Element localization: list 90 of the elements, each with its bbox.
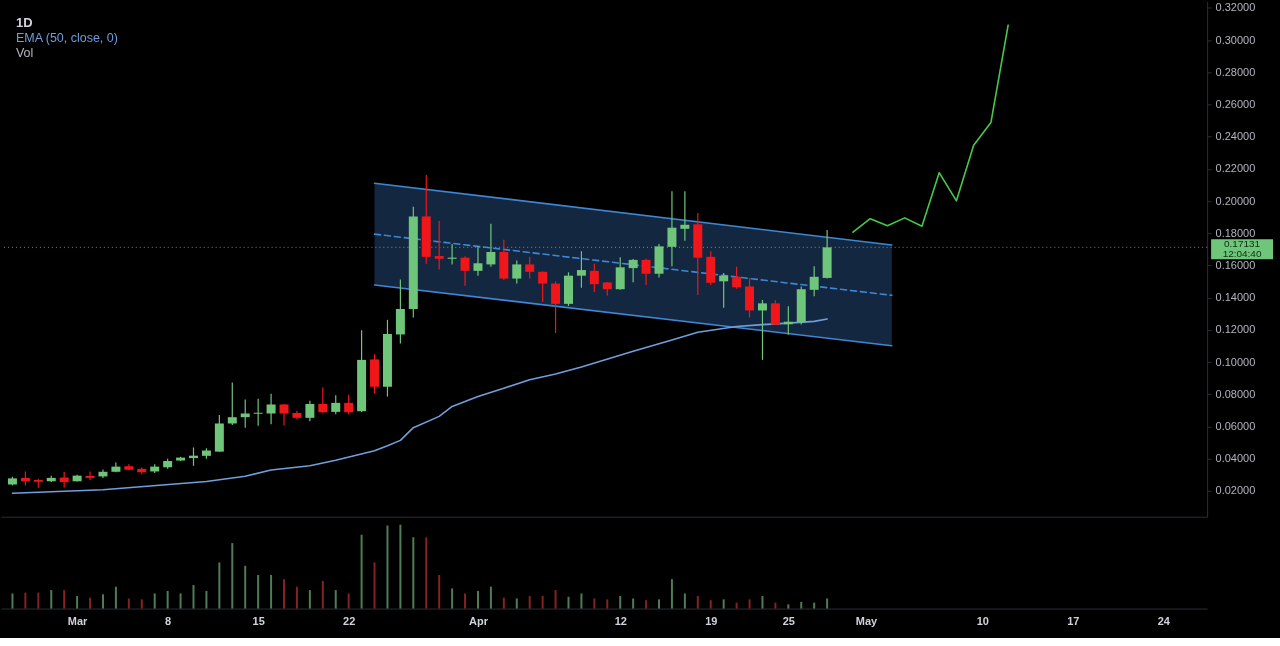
bar <box>373 562 376 609</box>
bar <box>502 597 505 609</box>
x-tick-label: 24 <box>1157 615 1171 628</box>
y-tick-label: 0.24000 <box>1215 130 1256 143</box>
candlestick <box>499 239 509 281</box>
y-tick-label: 0.32000 <box>1215 1 1256 14</box>
bar <box>748 599 751 609</box>
x-tick-label: 8 <box>165 615 172 628</box>
y-tick-label: 0.06000 <box>1215 420 1256 433</box>
bar <box>179 593 182 609</box>
bar <box>140 599 143 609</box>
bar <box>63 590 66 609</box>
bar <box>696 595 699 609</box>
text: 12:04:40 <box>1222 248 1262 260</box>
candlestick <box>576 250 586 289</box>
bar <box>632 598 635 609</box>
bar <box>308 590 311 609</box>
bar <box>24 592 27 609</box>
bar <box>722 599 725 609</box>
candlestick <box>538 270 548 303</box>
bar <box>283 579 286 609</box>
bar <box>489 586 492 609</box>
bar <box>826 598 829 609</box>
text: 1D <box>15 15 33 31</box>
x-tick-label: 19 <box>705 615 718 628</box>
x-tick-label: 17 <box>1067 615 1080 628</box>
bar <box>399 524 402 609</box>
bar <box>89 597 92 609</box>
candlestick <box>512 259 522 285</box>
bar <box>813 602 816 609</box>
y-tick-label: 0.04000 <box>1215 452 1256 465</box>
bar <box>735 602 738 609</box>
x-tick-label: Mar <box>67 615 89 628</box>
x-tick-label: 22 <box>343 615 356 628</box>
bar <box>709 600 712 609</box>
bar <box>166 590 169 609</box>
bar <box>270 575 273 609</box>
x-tick-label: 12 <box>614 615 627 628</box>
bar <box>593 598 596 609</box>
y-tick-label: 0.10000 <box>1215 355 1256 368</box>
bar <box>515 598 518 609</box>
y-tick-label: 0.12000 <box>1215 323 1256 336</box>
bar <box>50 590 53 609</box>
x-tick-label: 15 <box>252 615 265 628</box>
bar <box>619 595 622 609</box>
bar <box>606 599 609 609</box>
y-tick-label: 0.18000 <box>1215 226 1256 239</box>
y-tick-label: 0.14000 <box>1215 291 1256 304</box>
candlestick <box>434 220 444 271</box>
bar <box>244 565 247 609</box>
y-tick-label: 0.26000 <box>1215 98 1256 111</box>
y-tick-label: 0.08000 <box>1215 387 1256 400</box>
x-tick-label: May <box>855 615 878 628</box>
bar <box>386 525 389 609</box>
y-tick-label: 0.30000 <box>1215 33 1256 46</box>
candlestick <box>370 353 380 395</box>
x-tick-label: 25 <box>782 615 795 628</box>
candlestick <box>240 398 250 429</box>
y-tick-label: 0.28000 <box>1215 65 1256 78</box>
bar <box>412 537 415 609</box>
bar <box>761 595 764 609</box>
candlestick <box>214 414 224 453</box>
bar <box>192 585 195 609</box>
bar <box>360 534 363 609</box>
bar <box>528 595 531 609</box>
bar <box>76 595 79 609</box>
bar <box>425 537 428 609</box>
text: EMA (50, close, 0) <box>15 31 118 46</box>
bar <box>37 592 40 609</box>
x-tick-label: Apr <box>469 615 489 628</box>
y-tick-label: 0.02000 <box>1215 484 1256 497</box>
bar <box>476 590 479 609</box>
bar <box>541 595 544 609</box>
bar <box>295 586 298 609</box>
y-tick-label: 0.22000 <box>1215 162 1256 175</box>
bar <box>205 590 208 609</box>
y-tick-label: 0.20000 <box>1215 194 1256 207</box>
chart-title: Vol <box>15 46 34 61</box>
candlestick <box>525 256 535 280</box>
bar <box>580 593 583 609</box>
bar <box>153 593 156 609</box>
x-tick-label: 10 <box>976 615 989 628</box>
line-series <box>852 24 1009 234</box>
candlestick <box>693 212 703 296</box>
candlestick <box>421 174 431 265</box>
bar <box>257 575 260 609</box>
y-tick-label: 0.16000 <box>1215 259 1256 272</box>
ref-line-label: 0.17131 <box>1224 238 1261 250</box>
candlestick <box>770 299 780 326</box>
bar <box>645 600 648 609</box>
